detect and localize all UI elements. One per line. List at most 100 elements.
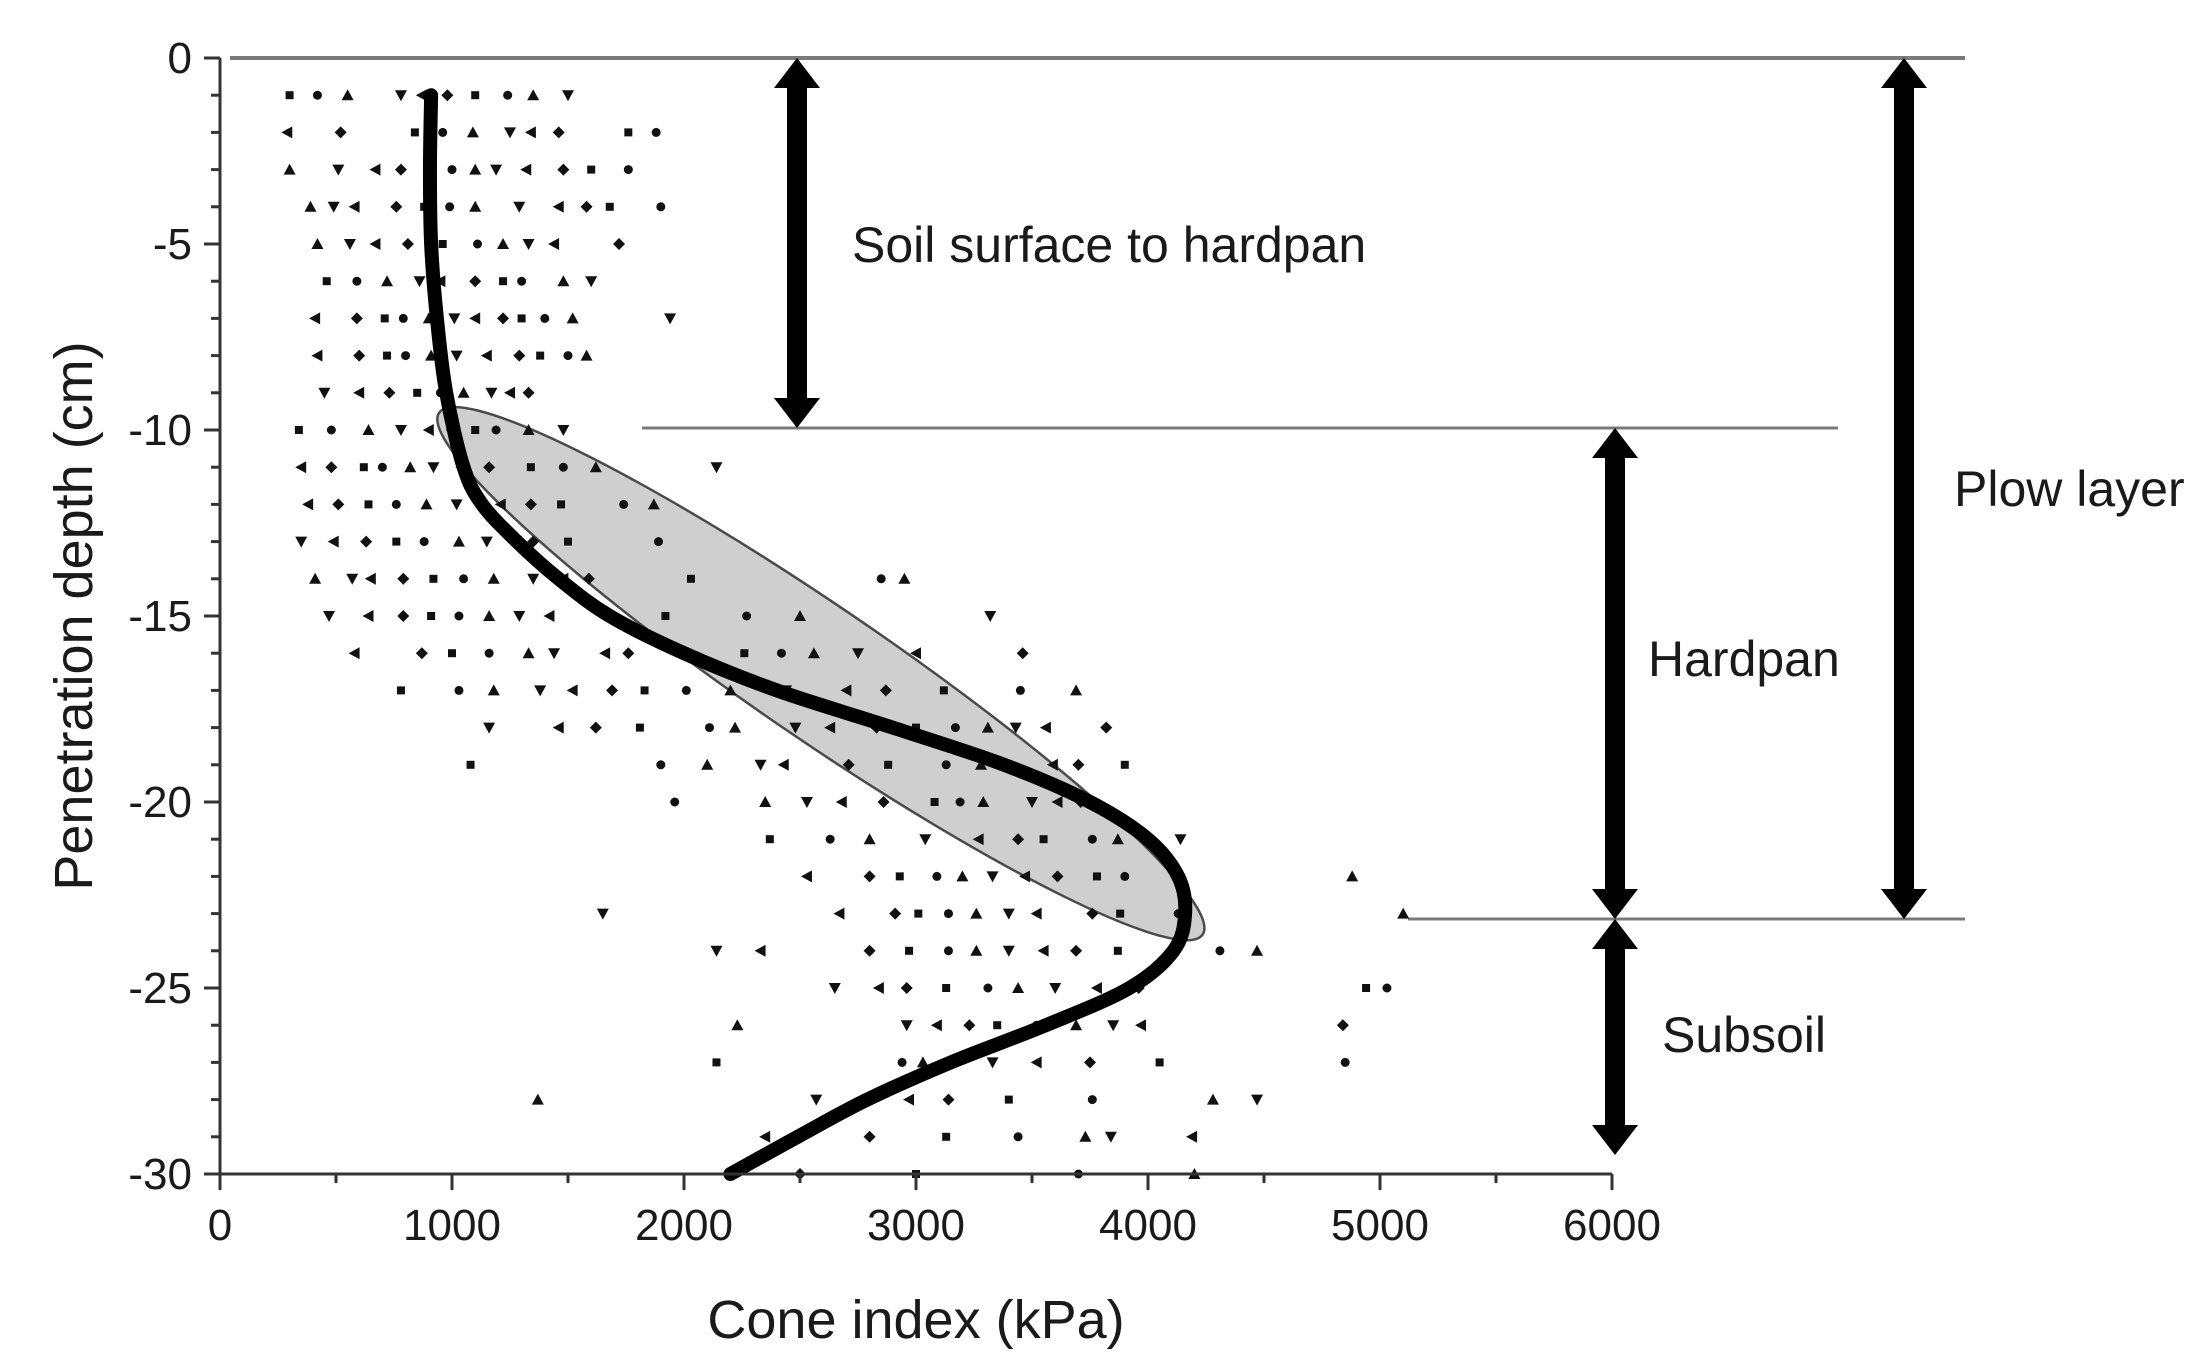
scatter-point: [401, 351, 411, 361]
scatter-point: [984, 611, 997, 622]
scatter-point: [606, 684, 619, 697]
scatter-point: [480, 349, 492, 362]
scatter-point: [800, 797, 813, 808]
scatter-point: [513, 349, 526, 362]
scatter-point: [1087, 1095, 1097, 1105]
x-tick-label: 3000: [867, 1201, 965, 1250]
scatter-point: [548, 238, 560, 250]
scatter-point: [1004, 1095, 1013, 1104]
scatter-point: [1087, 834, 1097, 844]
scatter-point: [742, 611, 752, 621]
scatter-point: [504, 127, 516, 139]
scatter-point: [326, 425, 336, 435]
scatter-point: [1135, 1019, 1147, 1032]
scatter-point: [429, 574, 438, 583]
scatter-point: [295, 536, 308, 548]
scatter-point: [729, 721, 742, 733]
scatter-point: [557, 425, 570, 436]
scatter-point: [623, 165, 633, 175]
scatter-point: [348, 200, 360, 213]
scatter-point: [640, 686, 649, 695]
layer-boundary-lines: [230, 56, 1965, 921]
scatter-point: [1070, 684, 1083, 696]
scatter-point: [557, 275, 570, 287]
x-tick-label: 5000: [1331, 1201, 1429, 1250]
scatter-point: [905, 946, 914, 955]
scatter-point: [1362, 984, 1371, 992]
scatter-point: [552, 126, 565, 139]
scatter-point: [448, 313, 461, 325]
scatter-point: [898, 572, 911, 584]
scatter-point: [383, 351, 392, 360]
scatter-point: [710, 945, 723, 957]
scatter-point: [394, 90, 407, 102]
scatter-point: [589, 721, 602, 734]
scatter-point: [557, 500, 566, 509]
scatter-point: [334, 126, 347, 139]
scatter-point: [970, 907, 983, 919]
scatter-point: [835, 796, 847, 808]
scatter-point: [1382, 983, 1392, 993]
scatter-point: [1051, 870, 1064, 883]
scatter-point: [956, 870, 969, 882]
scatter-point: [670, 797, 680, 807]
scatter-point: [941, 760, 951, 770]
hardpan-ellipse-group: [436, 405, 1206, 942]
scatter-point: [332, 498, 345, 511]
scatter-point: [656, 202, 666, 212]
scatter-point: [932, 871, 942, 881]
hardpan-ellipse: [436, 405, 1206, 942]
scatter-point: [825, 834, 835, 844]
scatter-point: [311, 238, 324, 249]
scatter-point: [364, 572, 376, 585]
scatter-point: [552, 721, 564, 734]
scatter-point: [471, 426, 480, 434]
scatter-point: [441, 89, 454, 102]
scatter-point: [295, 461, 307, 474]
scatter-point: [794, 610, 806, 621]
x-tick-label: 2000: [635, 1201, 733, 1250]
scatter-point: [557, 163, 570, 176]
scatter-point: [285, 91, 294, 100]
scatter-point: [419, 537, 429, 547]
scatter-point: [563, 351, 573, 361]
scatter-point: [759, 796, 772, 807]
scatter-point: [483, 610, 496, 621]
scatter-point: [527, 573, 540, 585]
scatter-point: [450, 499, 463, 511]
scatter-point: [294, 426, 303, 434]
scatter-point: [522, 386, 535, 399]
scatter-point: [1186, 1130, 1198, 1143]
scatter-point: [661, 612, 670, 620]
scatter-point: [872, 982, 884, 994]
scatter-point: [522, 647, 535, 659]
scatter-point: [422, 424, 434, 436]
scatter-point: [986, 1057, 999, 1069]
scatter-point: [401, 238, 414, 250]
scatter-point: [807, 647, 820, 659]
scatter-point: [852, 648, 864, 660]
scatter-point: [596, 908, 609, 920]
scatter-point: [930, 1019, 942, 1032]
scatter-point: [863, 833, 876, 845]
scatter-point: [281, 126, 293, 139]
scatter-point: [914, 909, 923, 918]
scatter-point: [1104, 1131, 1117, 1143]
scatter-point: [352, 276, 362, 286]
scatter-point: [380, 314, 389, 323]
scatter-point: [1206, 1093, 1219, 1105]
scatter-point: [833, 907, 845, 920]
scatter-point: [710, 462, 723, 474]
scatter-point: [425, 349, 438, 361]
scatter-point: [353, 349, 366, 362]
scatter-point: [369, 163, 381, 176]
scatter-point: [879, 684, 892, 697]
scatter-point: [548, 648, 561, 660]
scatter-point: [972, 833, 984, 846]
scatter-point: [582, 572, 595, 585]
scatter-point: [473, 239, 483, 249]
scatter-point: [981, 721, 994, 733]
scatter-point: [1116, 909, 1125, 918]
scatter-point: [394, 425, 407, 436]
